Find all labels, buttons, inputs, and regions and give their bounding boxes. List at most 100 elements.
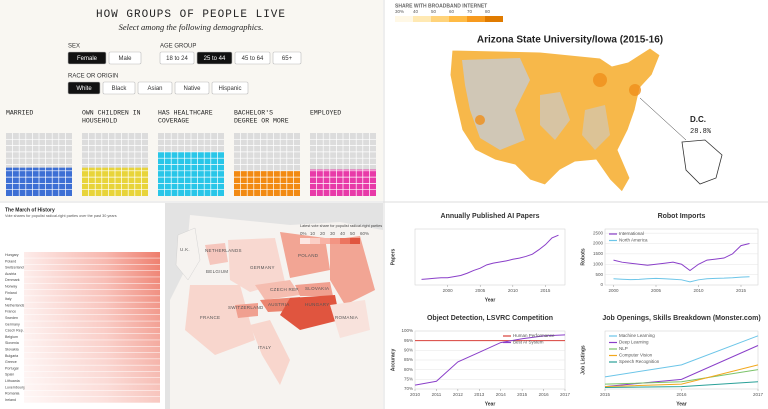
- filter-button[interactable]: [102, 81, 136, 95]
- legend-tick-label: 30%: [395, 9, 404, 14]
- heatmap-row: [24, 277, 160, 283]
- line-series: [604, 381, 759, 389]
- country-label: Belgium: [5, 335, 18, 339]
- country-label: Denmark: [5, 278, 20, 282]
- y-axis-label: Accuracy: [390, 349, 396, 372]
- filter-button[interactable]: [272, 51, 302, 65]
- legend-label: North America: [619, 238, 648, 243]
- filter-button-label[interactable]: 65+: [282, 56, 293, 62]
- panel-title: HOW GROUPS OF PEOPLE LIVE: [96, 9, 286, 21]
- y-tick-label: 80%: [404, 367, 413, 372]
- country-label: Finland: [5, 291, 17, 295]
- map-label: ITALY: [258, 345, 271, 350]
- legend-tick-label: 20: [320, 231, 326, 236]
- heatmap-row: [24, 378, 160, 384]
- x-tick-label: 2000: [443, 288, 454, 293]
- filter-button-label[interactable]: Hispanic: [218, 86, 241, 92]
- x-tick-label: 2013: [474, 392, 485, 397]
- legend-label: NLP: [619, 346, 628, 351]
- filter-button[interactable]: [137, 81, 173, 95]
- map-label: POLAND: [298, 253, 319, 258]
- heatmap-row: [24, 321, 160, 328]
- filter-button[interactable]: [67, 51, 107, 65]
- y-axis-label: Papers: [390, 248, 396, 265]
- country-label: Switzerland: [5, 266, 24, 270]
- legend-tick-label: 50: [431, 9, 437, 14]
- y-tick-label: 70%: [404, 386, 413, 391]
- country-label: Czech Rep.: [5, 329, 24, 333]
- heatmap-row: [24, 365, 160, 372]
- legend-tick-label: 30: [330, 231, 336, 236]
- legend-swatch: [395, 16, 413, 22]
- country-label: Slovakia: [5, 347, 19, 351]
- filter-button[interactable]: [174, 81, 210, 95]
- measure-label: DEGREE OR MORE: [234, 118, 289, 125]
- filter-button-label[interactable]: 25 to 44: [204, 56, 226, 62]
- x-tick-label: 2011: [432, 392, 442, 397]
- heatmap-row: [24, 352, 160, 359]
- heatmap-row: [24, 289, 160, 296]
- legend-tick-label: 0%: [300, 231, 307, 236]
- line-series: [604, 369, 759, 385]
- filter-button-label[interactable]: Asian: [147, 86, 162, 92]
- y-tick-label: 1500: [593, 251, 604, 256]
- dc-label: D.C.: [690, 115, 706, 124]
- heatmap-row: [24, 264, 160, 271]
- country-label: Germany: [5, 322, 20, 326]
- filter-button-label[interactable]: Native: [183, 86, 201, 92]
- legend-label: Best AI System: [513, 340, 544, 345]
- legend-label: Human Performance: [513, 333, 555, 338]
- legend-tick-label: 40: [340, 231, 346, 236]
- x-tick-label: 2015: [600, 392, 611, 397]
- x-tick-label: 2000: [608, 288, 619, 293]
- x-tick-label: 2010: [693, 288, 704, 293]
- measure-label: OWN CHILDREN IN: [82, 110, 141, 117]
- country-label: Romania: [5, 392, 19, 396]
- measure-label: HAS HEALTHCARE: [158, 110, 213, 117]
- heatmap-subtitle: Vote shares for populist radical-right p…: [5, 214, 117, 218]
- filter-button[interactable]: [67, 81, 101, 95]
- country-label: Poland: [5, 259, 16, 263]
- x-tick-label: 2015: [736, 288, 747, 293]
- filter-button-label[interactable]: Black: [112, 86, 128, 92]
- country-label: Austria: [5, 272, 16, 276]
- filter-button-label[interactable]: Female: [77, 56, 98, 62]
- panel-bg: [385, 203, 768, 409]
- x-axis-label: Year: [485, 401, 496, 407]
- filter-button[interactable]: [196, 51, 233, 65]
- filter-button-label[interactable]: 18 to 24: [166, 56, 188, 62]
- legend-swatch: [340, 238, 350, 244]
- europe-map: [170, 215, 383, 409]
- x-tick-label: 2015: [517, 392, 528, 397]
- x-tick-label: 2010: [508, 288, 519, 293]
- filter-button-label[interactable]: Male: [118, 56, 132, 62]
- map-label: GERMANY: [250, 265, 275, 270]
- filter-button[interactable]: [159, 51, 195, 65]
- legend-swatch: [300, 238, 310, 244]
- x-tick-label: 2010: [410, 392, 421, 397]
- map-label: FRANCE: [200, 315, 220, 320]
- heatmap-row: [24, 258, 160, 265]
- map-label: HUNGARY: [305, 302, 330, 307]
- y-tick-label: 85%: [404, 357, 413, 362]
- heatmap-row: [24, 270, 160, 277]
- chart-title: Job Openings, Skills Breakdown (Monster.…: [602, 315, 760, 322]
- line-series: [421, 234, 559, 280]
- filter-button-label[interactable]: White: [76, 86, 92, 92]
- y-tick-label: 0: [600, 282, 603, 287]
- map-label: CZECH REP.: [270, 287, 300, 292]
- filter-button[interactable]: [211, 81, 249, 95]
- filter-button[interactable]: [234, 51, 271, 65]
- map-label: NETHERLANDS: [205, 248, 242, 253]
- plot-frame: [414, 228, 566, 286]
- line-series: [604, 364, 759, 388]
- filter-button-label[interactable]: 45 to 64: [242, 56, 264, 62]
- legend-tick-label: 80: [485, 9, 491, 14]
- chart-title: Robot Imports: [658, 213, 706, 220]
- x-axis-label: Year: [676, 401, 687, 407]
- filter-button[interactable]: [108, 51, 142, 65]
- y-tick-label: 500: [595, 272, 603, 277]
- country-label: Greece: [5, 360, 17, 364]
- legend-swatch: [467, 16, 485, 22]
